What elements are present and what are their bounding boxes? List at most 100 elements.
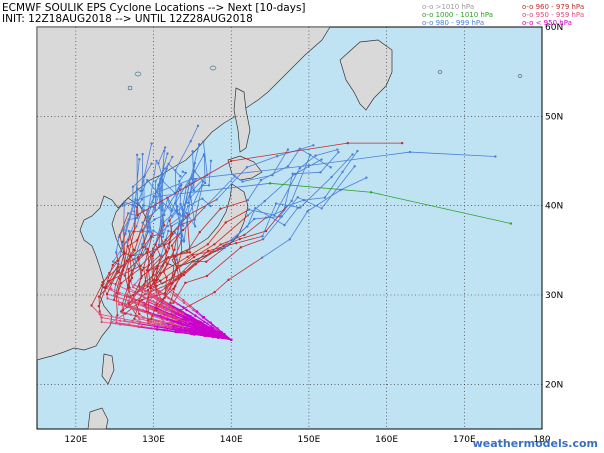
track-point <box>164 238 167 242</box>
track-segment <box>187 198 203 207</box>
track-point <box>100 284 104 287</box>
track-point <box>314 154 317 157</box>
track-point <box>274 202 278 205</box>
lon-tick-label: 130E <box>142 435 165 445</box>
track-segment <box>134 284 146 292</box>
track-point <box>171 215 174 218</box>
track-point <box>157 312 160 315</box>
track-segment <box>133 202 138 232</box>
track-segment <box>203 156 206 184</box>
track-segment <box>223 238 240 247</box>
track-segment <box>153 268 158 280</box>
track-segment <box>167 329 181 333</box>
track-segment <box>178 314 197 324</box>
lat-tick-label: 20N <box>545 380 563 390</box>
track-segment <box>171 311 184 319</box>
track-segment <box>255 207 285 226</box>
track-point <box>201 316 205 319</box>
track-segment <box>178 172 187 182</box>
track-segment <box>142 309 161 317</box>
track-point <box>353 165 356 168</box>
track-segment <box>179 328 190 332</box>
track-point <box>127 323 131 326</box>
track-point <box>100 316 103 319</box>
track-segment <box>195 322 208 330</box>
track-point <box>144 279 147 283</box>
track-point <box>138 317 141 321</box>
track-point <box>174 330 177 334</box>
track-segment <box>148 270 152 289</box>
track-segment <box>182 313 192 319</box>
track-point <box>198 328 201 331</box>
track-point <box>131 294 135 297</box>
track-segment <box>183 302 194 311</box>
track-point <box>116 259 120 263</box>
track-segment <box>183 317 196 324</box>
track-segment <box>128 277 130 288</box>
track-segment <box>158 179 161 208</box>
track-point <box>142 245 145 249</box>
legend-right: o-o 960 - 979 hPa o-o 950 - 959 hPa o-o … <box>522 3 584 27</box>
track-point <box>241 180 244 183</box>
track-segment <box>210 322 218 329</box>
track-point <box>185 212 189 215</box>
track-point <box>143 296 146 300</box>
lat-tick-label: 40N <box>545 202 563 212</box>
track-point <box>219 243 222 246</box>
track-segment <box>170 327 186 332</box>
track-segment <box>98 306 103 318</box>
track-point <box>235 241 238 245</box>
track-segment <box>168 163 181 177</box>
track-segment <box>119 266 125 279</box>
track-segment <box>99 313 117 318</box>
track-segment <box>196 322 215 332</box>
track-segment <box>194 171 204 182</box>
track-segment <box>190 317 200 323</box>
track-point <box>247 208 251 211</box>
track-segment <box>262 216 283 240</box>
track-segment <box>127 287 142 296</box>
track-point <box>167 296 170 300</box>
track-point <box>138 158 141 161</box>
track-segment <box>183 324 200 330</box>
track-segment <box>110 322 125 325</box>
track-segment <box>175 331 195 336</box>
track-segment <box>190 125 199 142</box>
legend-item-960-979: o-o 960 - 979 hPa <box>522 3 585 11</box>
track-segment <box>185 330 201 335</box>
track-point <box>151 254 154 258</box>
track-point <box>140 274 143 278</box>
track-segment <box>211 334 222 338</box>
track-point <box>147 300 150 303</box>
track-segment <box>281 197 299 217</box>
track-point <box>138 320 142 323</box>
track-segment <box>138 326 158 330</box>
track-point <box>291 172 294 175</box>
track-point <box>121 309 125 312</box>
track-point <box>119 323 122 326</box>
track-point <box>107 280 110 283</box>
track-point <box>298 147 302 151</box>
track-point <box>167 229 170 233</box>
track-segment <box>321 166 356 209</box>
track-point <box>184 329 187 332</box>
track-segment <box>212 332 223 337</box>
track-point <box>183 214 187 218</box>
track-point <box>330 175 333 179</box>
track-point <box>146 178 149 182</box>
track-point <box>171 155 174 159</box>
track-point <box>369 191 373 194</box>
track-segment <box>189 174 208 194</box>
track-point <box>118 277 121 280</box>
track-segment <box>204 321 214 329</box>
track-segment <box>132 268 141 275</box>
track-segment <box>155 198 169 245</box>
track-point <box>140 325 144 328</box>
track-point <box>153 218 156 221</box>
track-point <box>152 195 155 198</box>
track-segment <box>159 297 171 305</box>
track-segment <box>150 321 163 325</box>
track-point <box>141 243 144 246</box>
track-point <box>133 317 136 320</box>
